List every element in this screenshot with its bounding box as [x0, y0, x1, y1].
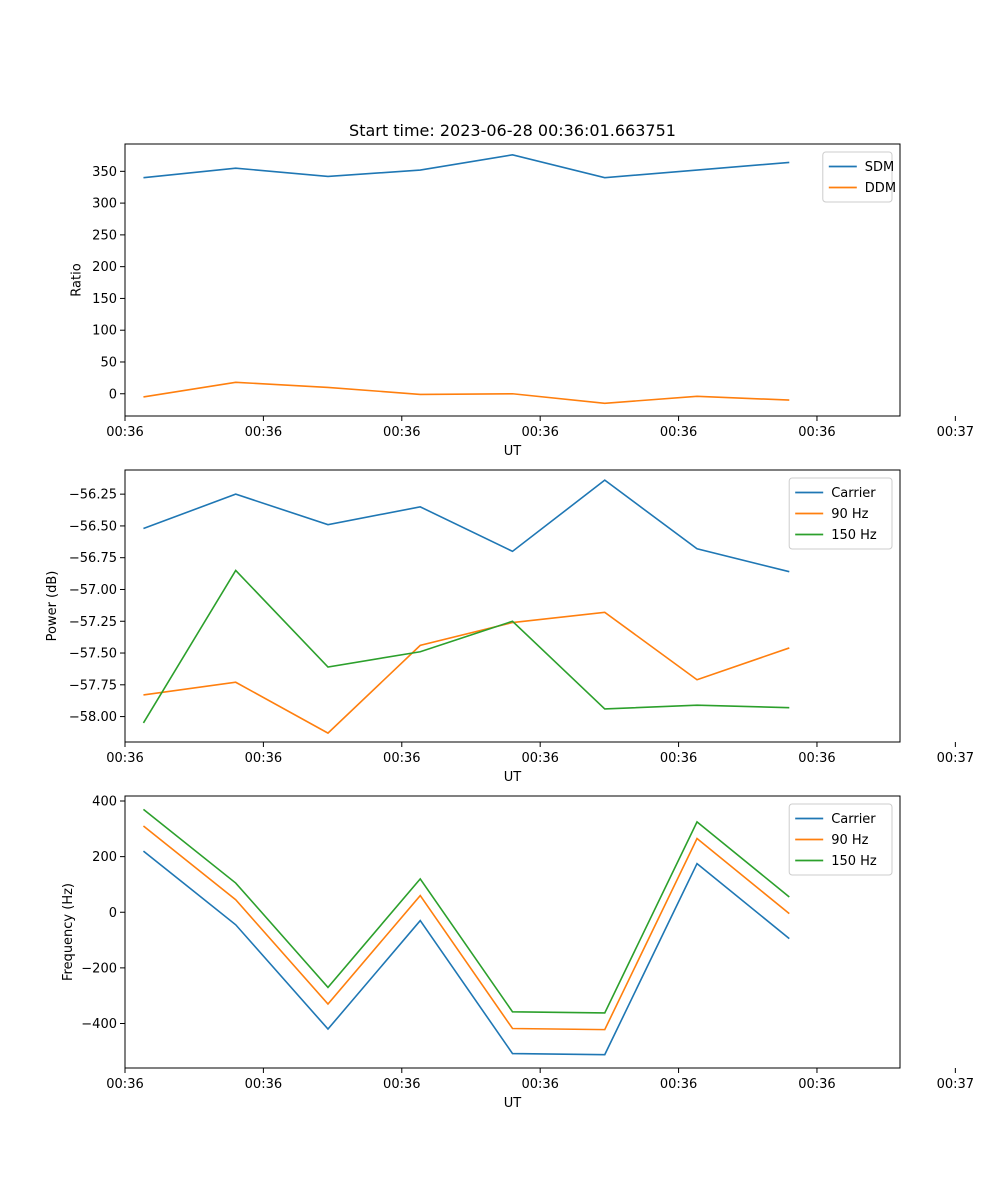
x-tick-label: 00:36	[521, 1077, 558, 1092]
y-tick-label: −57.75	[69, 678, 117, 693]
x-tick-label: 00:36	[383, 751, 420, 766]
y-tick-label: 50	[100, 355, 117, 370]
legend-entry: Carrier	[831, 812, 876, 827]
x-tick-label: 00:36	[798, 751, 835, 766]
series-line-90-hz	[143, 611, 790, 735]
legend-entry: 150 Hz	[831, 854, 877, 869]
legend-entry: 150 Hz	[831, 528, 877, 543]
y-axis-label: Power (dB)	[45, 571, 60, 642]
series-line-carrier	[143, 479, 790, 573]
x-tick-label: 00:36	[245, 425, 282, 440]
y-tick-label: −57.00	[69, 583, 117, 598]
chart-title: Start time: 2023-06-28 00:36:01.663751	[349, 121, 676, 140]
y-tick-label: 400	[92, 795, 117, 810]
x-tick-label: 00:36	[660, 751, 697, 766]
y-axis-label: Frequency (Hz)	[61, 883, 76, 981]
y-tick-label: 350	[92, 165, 117, 180]
series-line-150-hz	[142, 569, 790, 724]
series-line-90-hz	[142, 825, 790, 1031]
x-axis-label: UT	[504, 770, 522, 785]
axes-frame	[124, 795, 901, 1069]
y-tick-label: 300	[92, 197, 117, 212]
x-tick-label: 00:37	[937, 425, 974, 440]
legend-box	[788, 477, 893, 550]
subplot-3: 00:36 00:36 00:36 00:36 00:36 00:36 00:37 −400 −…	[61, 795, 974, 1111]
legend: Carrier 90 Hz 150 Hz	[788, 477, 893, 550]
x-tick-label: 00:36	[521, 751, 558, 766]
x-tick-label: 00:36	[798, 1077, 835, 1092]
y-tick-label: 150	[92, 292, 117, 307]
axes-frame	[124, 143, 901, 417]
legend: SDM DDM	[822, 151, 896, 203]
y-axis-label: Ratio	[69, 263, 84, 296]
y-tick-label: 200	[92, 260, 117, 275]
y-tick-label: 0	[109, 387, 117, 402]
series-line-150-hz	[142, 808, 790, 1014]
x-tick-label: 00:37	[937, 751, 974, 766]
x-tick-label: 00:36	[521, 425, 558, 440]
x-axis-label: UT	[504, 444, 522, 459]
y-tick-label: 0	[109, 906, 117, 921]
legend-box	[788, 803, 893, 876]
y-tick-label: −56.50	[69, 519, 117, 534]
legend-entry: 90 Hz	[831, 833, 868, 848]
axes-frame	[124, 469, 901, 743]
y-tick-label: 250	[92, 228, 117, 243]
subplot-2: 00:36 00:36 00:36 00:36 00:36 00:36 00:37 −58.0…	[45, 469, 974, 785]
y-tick-label: 200	[92, 850, 117, 865]
y-tick-label: −57.50	[69, 647, 117, 662]
x-tick-label: 00:37	[937, 1077, 974, 1092]
plots: 00:36 00:36 00:36 00:36 00:36 00:36 00:37 0 50 10…	[45, 121, 974, 1111]
x-tick-label: 00:36	[106, 425, 143, 440]
y-tick-label: 100	[92, 324, 117, 339]
legend-entry: DDM	[865, 181, 896, 196]
x-tick-label: 00:36	[245, 1077, 282, 1092]
series-line-carrier	[142, 850, 790, 1056]
series-line-sdm	[143, 153, 790, 179]
x-axis-label: UT	[504, 1096, 522, 1111]
y-tick-label: −56.75	[69, 551, 117, 566]
legend-entry: Carrier	[831, 486, 876, 501]
legend: Carrier 90 Hz 150 Hz	[788, 803, 893, 876]
x-tick-label: 00:36	[798, 425, 835, 440]
y-tick-label: −400	[81, 1017, 117, 1032]
subplot-1: 00:36 00:36 00:36 00:36 00:36 00:36 00:37 0 50 10…	[69, 121, 974, 459]
legend-box	[822, 151, 893, 203]
legend-entry: SDM	[865, 160, 894, 175]
y-tick-label: −200	[81, 961, 117, 976]
x-tick-label: 00:36	[106, 751, 143, 766]
x-tick-label: 00:36	[660, 425, 697, 440]
y-tick-label: −56.25	[69, 488, 117, 503]
x-tick-label: 00:36	[660, 1077, 697, 1092]
y-tick-label: −58.00	[69, 710, 117, 725]
y-tick-label: −57.25	[69, 615, 117, 630]
series-line-ddm	[143, 381, 790, 405]
x-tick-label: 00:36	[245, 751, 282, 766]
x-tick-label: 00:36	[383, 425, 420, 440]
x-tick-label: 00:36	[383, 1077, 420, 1092]
legend-entry: 90 Hz	[831, 507, 868, 522]
x-tick-label: 00:36	[106, 1077, 143, 1092]
